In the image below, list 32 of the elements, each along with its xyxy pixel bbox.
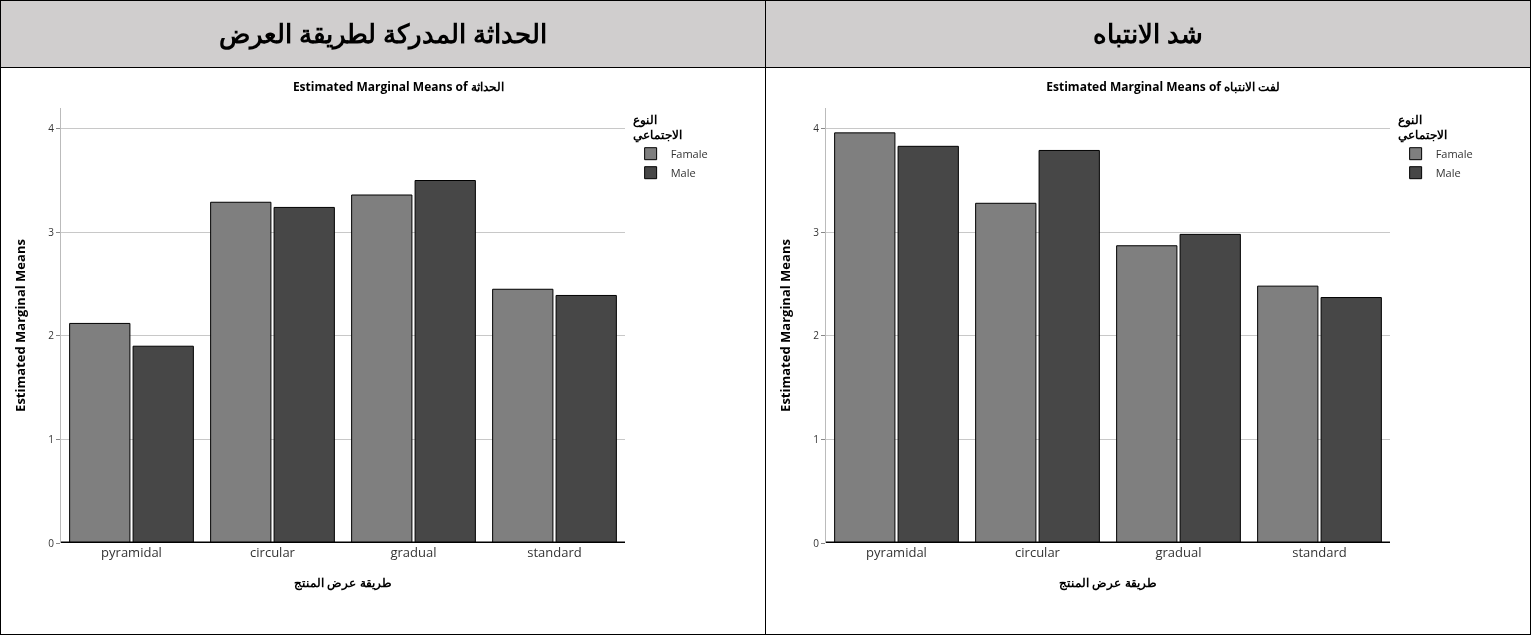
legend-label: Male bbox=[1435, 164, 1461, 180]
y-axis-title: Estimated Marginal Means bbox=[776, 239, 794, 412]
x-tick-label: gradual bbox=[390, 543, 437, 561]
x-tick-label: gradual bbox=[1155, 543, 1202, 561]
y-tick-label: 2 bbox=[48, 328, 55, 343]
x-axis-title: طريقة عرض المنتج bbox=[1059, 573, 1157, 591]
y-tick-label: 3 bbox=[813, 224, 820, 239]
chart-title: Estimated Marginal Means of الحداثة bbox=[292, 77, 504, 95]
legend-title: النوع الاجتماعي bbox=[1397, 110, 1447, 144]
x-tick-label: standard bbox=[1292, 543, 1347, 561]
y-tick-label: 2 bbox=[813, 328, 820, 343]
chart-title: Estimated Marginal Means of لفت الانتباه bbox=[1046, 77, 1281, 95]
y-tick-label: 4 bbox=[813, 121, 820, 136]
text: شد الانتباه bbox=[766, 1, 1530, 68]
y-tick-label: 1 bbox=[48, 431, 54, 446]
y-tick-label: 4 bbox=[48, 121, 55, 136]
legend-label: Famale bbox=[670, 145, 708, 161]
x-axis-title: طريقة عرض المنتج bbox=[294, 573, 392, 591]
y-tick-label: 1 bbox=[813, 431, 819, 446]
x-tick-label: standard bbox=[527, 543, 582, 561]
y-axis-title: Estimated Marginal Means bbox=[11, 239, 29, 412]
y-tick-label: 0 bbox=[48, 535, 55, 550]
x-tick-label: circular bbox=[250, 543, 296, 561]
x-tick-label: pyramidal bbox=[101, 543, 162, 561]
legend-title: النوع الاجتماعي bbox=[632, 110, 682, 144]
x-tick-label: circular bbox=[1015, 543, 1061, 561]
text: الحداثة المدركة لطريقة العرض bbox=[1, 1, 765, 68]
x-tick-label: pyramidal bbox=[866, 543, 927, 561]
legend-label: Male bbox=[670, 164, 696, 180]
legend-label: Famale bbox=[1435, 145, 1473, 161]
y-tick-label: 3 bbox=[48, 224, 55, 239]
y-tick-label: 0 bbox=[813, 535, 820, 550]
